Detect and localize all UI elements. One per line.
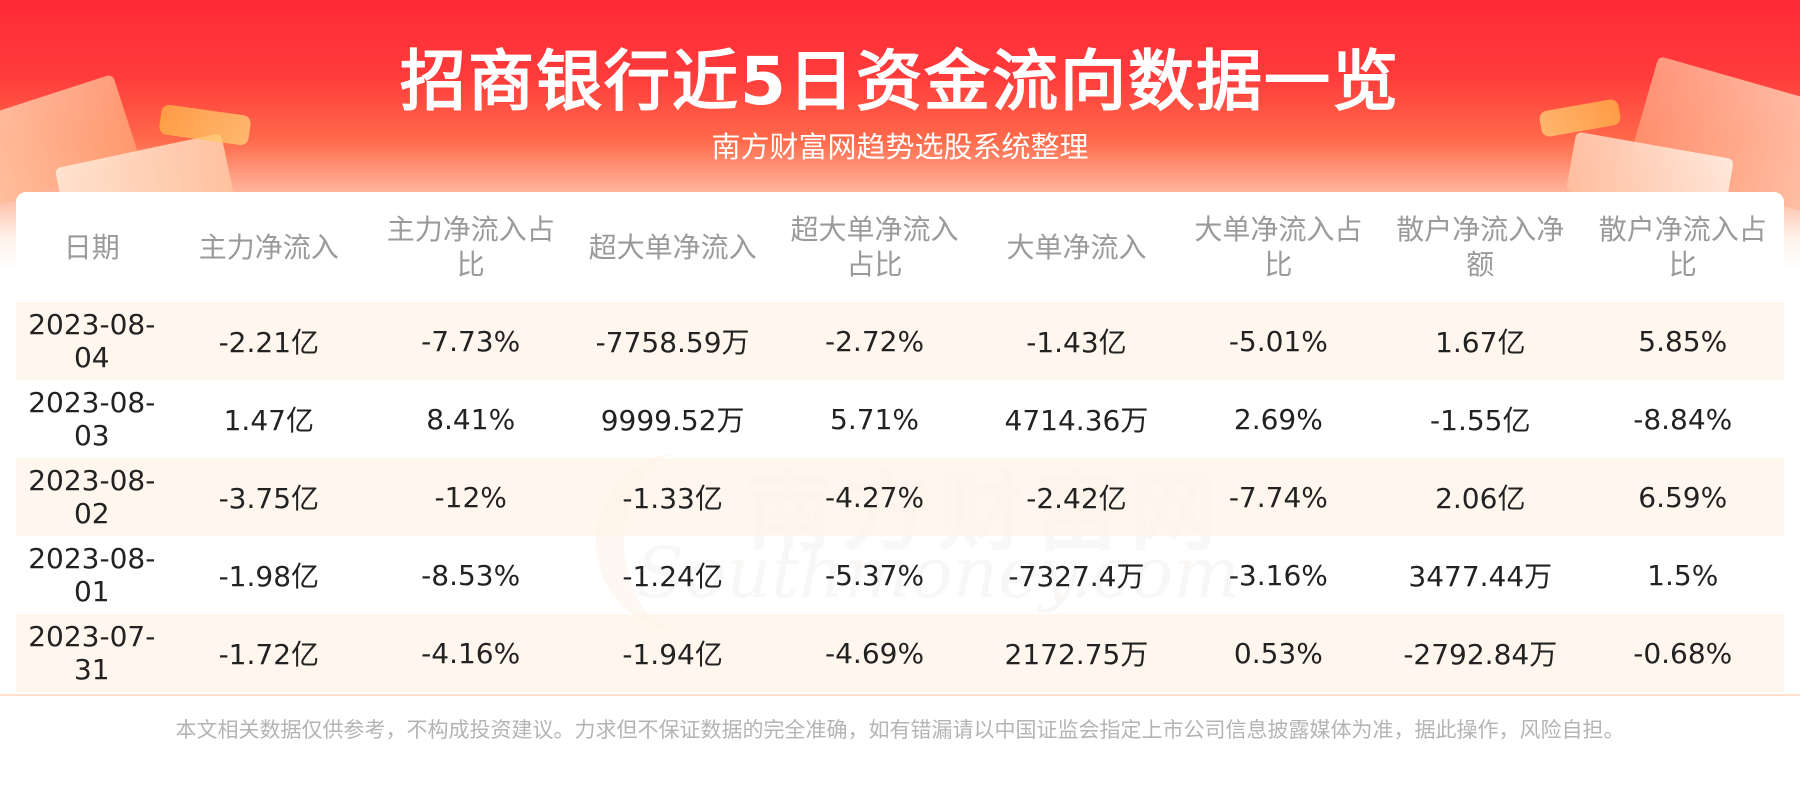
fund-flow-table: 日期 主力净流入 主力净流入占比 超大单净流入 超大单净流入占比 大单净流入 大… (16, 192, 1784, 692)
table-cell: 8.41% (370, 380, 572, 458)
table-cell: -7758.59万 (571, 302, 774, 380)
table-cell: 5.85% (1581, 302, 1784, 380)
column-header: 散户净流入占比 (1598, 213, 1767, 281)
table-row: 2023-08-02 -3.75亿 -12% -1.33亿 -4.27% -2.… (16, 458, 1784, 536)
table-cell: -4.16% (370, 614, 572, 692)
table-cell: -4.27% (773, 458, 976, 536)
table-cell: -3.16% (1177, 536, 1380, 614)
column-header: 散户净流入净额 (1396, 213, 1565, 281)
table-cell: -1.33亿 (571, 458, 774, 536)
table-row: 2023-08-01 -1.98亿 -8.53% -1.24亿 -5.37% -… (16, 536, 1784, 614)
table-cell: 1.47亿 (167, 380, 371, 458)
table-cell: -2.21亿 (167, 302, 371, 380)
table-cell: 5.71% (773, 380, 976, 458)
table-cell: -7.74% (1177, 458, 1380, 536)
table-row: 2023-08-04 -2.21亿 -7.73% -7758.59万 -2.72… (16, 302, 1784, 380)
table-cell: 3477.44万 (1379, 536, 1582, 614)
table-cell: -7327.4万 (975, 536, 1178, 614)
column-header: 日期 (63, 230, 120, 264)
table-cell: -4.69% (773, 614, 976, 692)
disclaimer-text: 本文相关数据仅供参考，不构成投资建议。力求但不保证数据的完全准确，如有错漏请以中… (175, 718, 1625, 742)
column-header: 超大单净流入 (588, 230, 757, 264)
table-cell: -1.94亿 (571, 614, 774, 692)
table-cell: -2.72% (773, 302, 976, 380)
table-cell: 2023-08-01 (16, 536, 168, 614)
table-cell: -2.42亿 (975, 458, 1178, 536)
table-cell: -7.73% (370, 302, 572, 380)
footer-divider (0, 694, 1800, 696)
table-cell: 2023-08-04 (16, 302, 168, 380)
table-cell: 2023-07-31 (16, 614, 168, 692)
table-row: 2023-08-03 1.47亿 8.41% 9999.52万 5.71% 47… (16, 380, 1784, 458)
table-cell: -8.84% (1581, 380, 1784, 458)
data-card: 南方财富网 Southmoney.com 日期 主力净流入 主力净流入占比 超大… (16, 192, 1784, 694)
table-cell: -1.98亿 (167, 536, 371, 614)
table-cell: -5.01% (1177, 302, 1380, 380)
table-cell: 2172.75万 (975, 614, 1178, 692)
table-cell: 1.67亿 (1379, 302, 1582, 380)
table-cell: -1.72亿 (167, 614, 371, 692)
table-cell: -1.24亿 (571, 536, 774, 614)
table-cell: 2.06亿 (1379, 458, 1582, 536)
table-cell: -3.75亿 (167, 458, 371, 536)
table-cell: 0.53% (1177, 614, 1380, 692)
table-cell: -1.43亿 (975, 302, 1178, 380)
page-title: 招商银行近5日资金流向数据一览 (400, 43, 1400, 120)
table-cell: 6.59% (1581, 458, 1784, 536)
table-cell: 4714.36万 (975, 380, 1178, 458)
table-cell: -1.55亿 (1379, 380, 1582, 458)
table-cell: 9999.52万 (571, 380, 774, 458)
table-header-row: 日期 主力净流入 主力净流入占比 超大单净流入 超大单净流入占比 大单净流入 大… (16, 192, 1784, 302)
table-row: 2023-07-31 -1.72亿 -4.16% -1.94亿 -4.69% 2… (16, 614, 1784, 692)
table-cell: 2.69% (1177, 380, 1380, 458)
table-cell: -2792.84万 (1379, 614, 1582, 692)
column-header: 大单净流入 (1006, 230, 1147, 264)
table-cell: -8.53% (370, 536, 572, 614)
table-cell: -12% (370, 458, 572, 536)
table-cell: 2023-08-03 (16, 380, 168, 458)
column-header: 超大单净流入占比 (790, 213, 959, 281)
column-header: 主力净流入占比 (386, 213, 555, 281)
table-cell: 2023-08-02 (16, 458, 168, 536)
table-cell: 1.5% (1581, 536, 1784, 614)
column-header: 大单净流入占比 (1194, 213, 1363, 281)
table-cell: -0.68% (1581, 614, 1784, 692)
page-subtitle: 南方财富网趋势选股系统整理 (711, 130, 1089, 164)
column-header: 主力净流入 (198, 230, 339, 264)
table-cell: -5.37% (773, 536, 976, 614)
